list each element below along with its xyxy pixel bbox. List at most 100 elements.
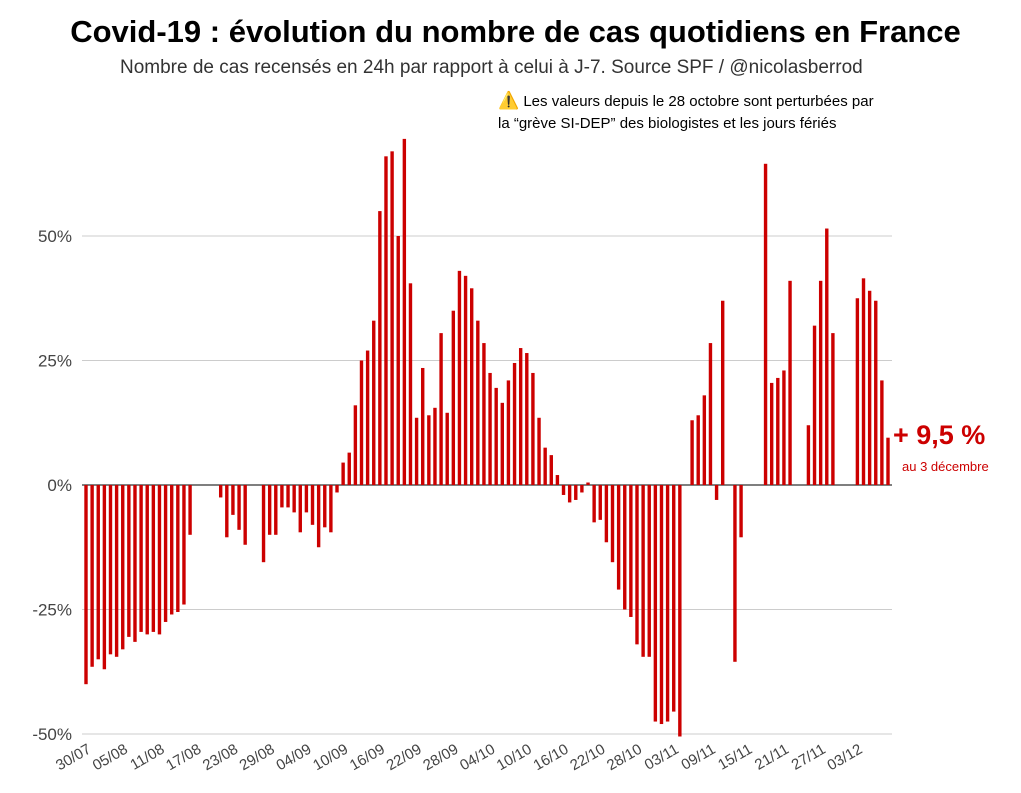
warning-note-line-2: la “grève SI-DEP” des biologistes et les…	[498, 115, 837, 132]
bar	[641, 485, 645, 657]
bar	[402, 138, 407, 485]
bar	[696, 415, 700, 485]
latest-date-label: au 3 décembre	[902, 459, 989, 474]
bar	[90, 485, 94, 667]
bar	[261, 485, 266, 563]
bar	[818, 280, 823, 485]
bar	[555, 475, 560, 485]
bar	[574, 485, 578, 500]
bar	[610, 485, 615, 563]
y-tick-label: 50%	[38, 227, 72, 246]
x-tick-label: 22/09	[384, 741, 425, 774]
bar	[96, 485, 100, 660]
x-tick-label: 21/11	[752, 741, 792, 774]
bar	[659, 485, 664, 725]
bar	[482, 343, 486, 485]
bar	[108, 485, 113, 655]
bar	[188, 485, 192, 535]
bar	[427, 415, 431, 485]
bar	[280, 485, 284, 508]
bar	[121, 485, 125, 650]
bar	[739, 485, 743, 538]
x-tick-label: 27/11	[789, 741, 829, 774]
bar	[500, 402, 505, 485]
bar	[537, 417, 541, 485]
bar	[672, 485, 676, 712]
bar	[812, 325, 817, 485]
bar	[598, 485, 602, 520]
bar	[231, 485, 235, 515]
bar	[531, 372, 535, 485]
bar	[549, 455, 553, 485]
bar	[341, 462, 345, 485]
bar	[445, 412, 449, 485]
bar	[353, 405, 358, 485]
bar	[708, 343, 713, 485]
y-tick-label: -50%	[32, 725, 72, 744]
bar	[414, 417, 419, 485]
bar-layer	[84, 138, 890, 737]
bar	[592, 485, 596, 523]
bar	[886, 437, 890, 485]
bar	[151, 485, 156, 632]
bar	[629, 485, 633, 617]
bar	[396, 236, 400, 485]
bar	[170, 485, 174, 615]
bar	[329, 485, 333, 533]
bar	[567, 485, 572, 503]
bar	[776, 377, 780, 485]
bar	[433, 407, 437, 485]
x-tick-label: 16/09	[347, 741, 388, 774]
warning-note: ⚠️ Les valeurs depuis le 28 octobre sont…	[498, 90, 874, 135]
bar	[218, 485, 223, 498]
bar	[457, 270, 462, 485]
chart-title: Covid-19 : évolution du nombre de cas qu…	[70, 14, 961, 49]
bar	[855, 298, 860, 485]
x-tick-label: 05/08	[90, 741, 131, 774]
bar	[408, 283, 413, 485]
bar	[463, 275, 468, 485]
bar	[494, 387, 498, 485]
bar	[439, 333, 443, 485]
bar	[690, 420, 694, 485]
bar	[831, 333, 835, 485]
bar	[225, 485, 229, 538]
bar	[806, 425, 811, 485]
bar	[769, 382, 774, 485]
bar	[372, 320, 376, 485]
x-tick-label: 09/11	[678, 741, 718, 774]
bar	[623, 485, 627, 610]
x-tick-label: 16/10	[531, 741, 572, 774]
bar	[323, 485, 327, 528]
x-tick-label: 04/09	[273, 741, 314, 774]
bar	[476, 320, 480, 485]
bar	[157, 485, 162, 635]
bar	[237, 485, 241, 530]
bar	[512, 362, 517, 485]
x-tick-label: 15/11	[715, 741, 755, 774]
grid-layer	[82, 235, 892, 735]
bar	[788, 280, 792, 485]
bar	[384, 156, 388, 485]
bar	[139, 485, 143, 632]
bar	[733, 485, 737, 662]
y-tick-layer: 50% 25% 0% -25% -50%	[32, 227, 72, 744]
x-tick-label: 28/09	[420, 741, 461, 774]
bar	[347, 452, 351, 485]
y-tick-label: 25%	[38, 352, 72, 371]
x-tick-label: 28/10	[604, 741, 645, 774]
bar	[525, 353, 529, 485]
bar	[647, 485, 651, 657]
latest-value-label: + 9,5 %	[893, 420, 986, 450]
bar	[782, 370, 786, 485]
x-tick-label: 10/09	[310, 741, 351, 774]
bar	[874, 300, 878, 485]
bar	[335, 485, 339, 493]
bar	[702, 395, 707, 485]
bar	[580, 485, 584, 493]
bar	[616, 485, 621, 590]
bar	[880, 380, 884, 485]
y-tick-label: -25%	[32, 601, 72, 620]
bar	[635, 485, 639, 645]
